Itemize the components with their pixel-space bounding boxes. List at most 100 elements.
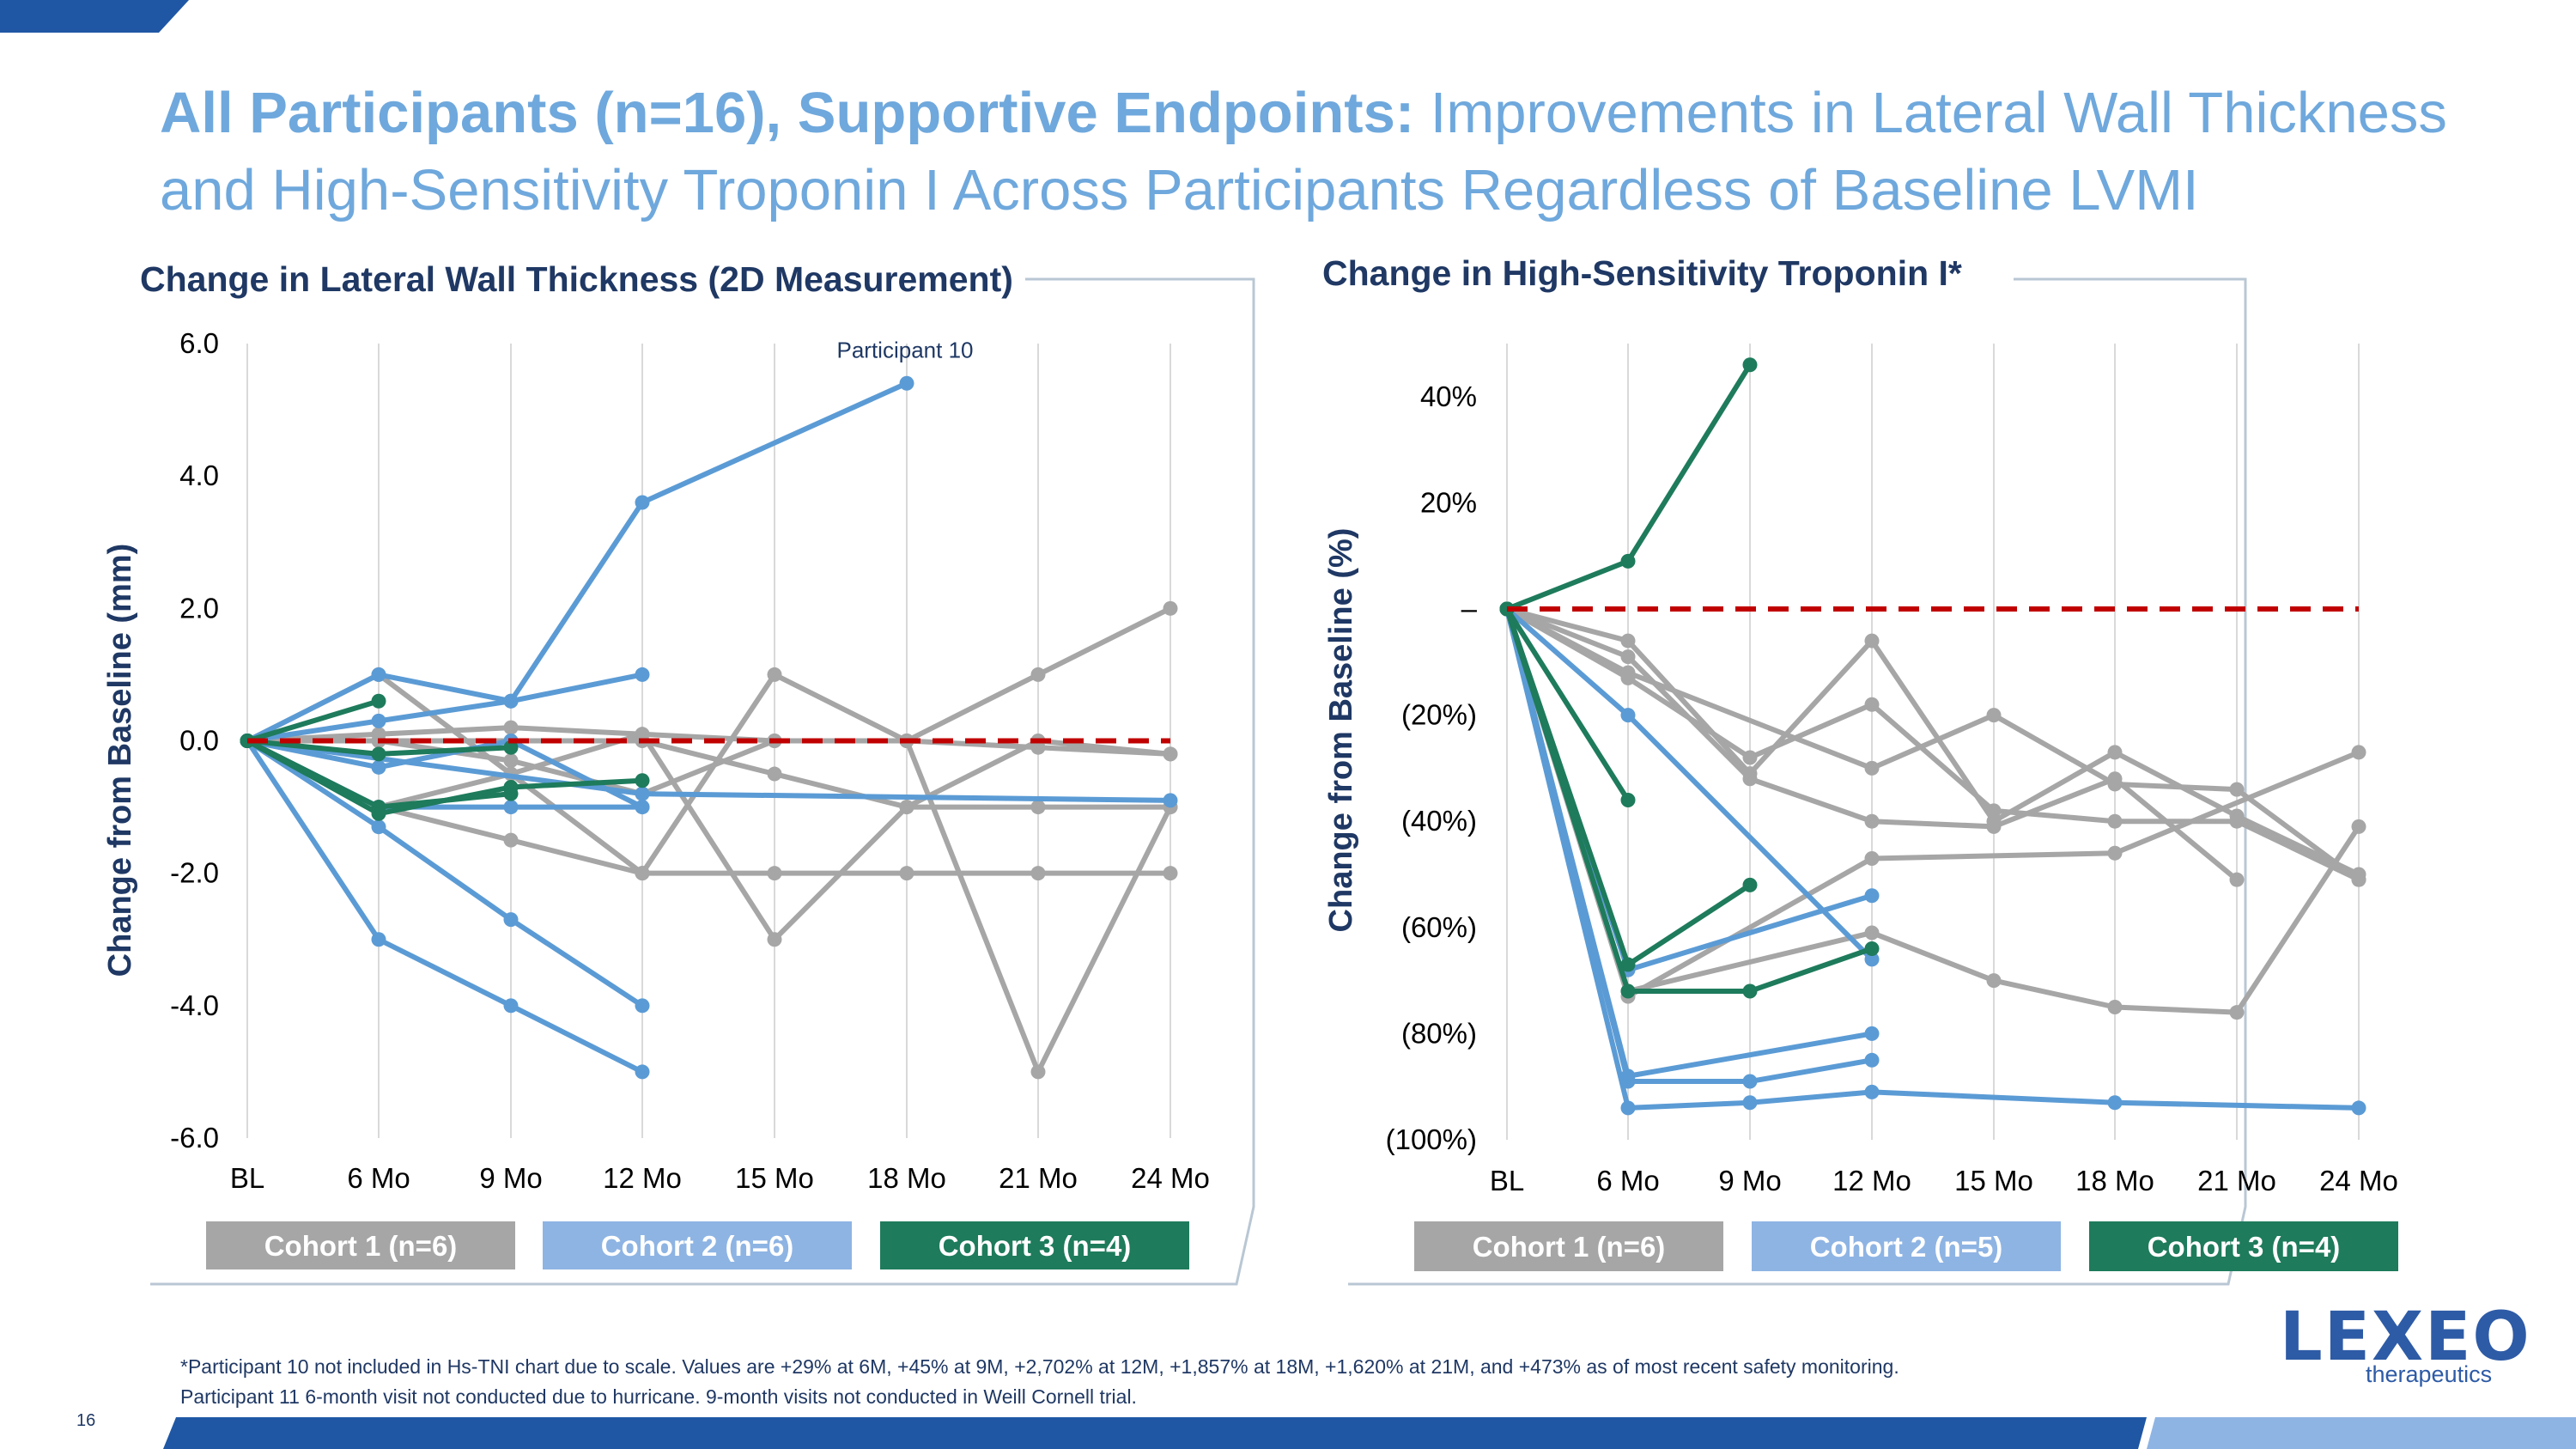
data-point	[503, 912, 519, 928]
x-tick-label: 9 Mo	[1718, 1165, 1781, 1196]
y-tick-label: 2.0	[179, 592, 219, 624]
data-point	[767, 866, 782, 881]
data-point	[2107, 845, 2123, 861]
data-point	[767, 766, 782, 782]
chart-troponin: 40% 20% – (20%) (40%) (60%) (80%) (100%) BL 6 Mo 9…	[1323, 344, 2398, 1271]
data-point	[635, 998, 650, 1014]
data-point	[1742, 877, 1758, 892]
data-point	[503, 832, 519, 848]
page-number: 16	[76, 1411, 96, 1430]
data-point	[1864, 1084, 1880, 1099]
y-tick-label: -6.0	[170, 1122, 219, 1154]
legend-label-cohort-1: Cohort 1 (n=6)	[264, 1230, 458, 1262]
y-tick-label: (20%)	[1401, 699, 1477, 731]
data-point	[1620, 670, 1636, 685]
x-tick-label: 12 Mo	[603, 1162, 682, 1194]
y-axis-label: Change from Baseline (%)	[1323, 528, 1359, 933]
data-point	[1163, 600, 1178, 616]
data-point	[635, 866, 650, 881]
troponin-chart-title: Change in High-Sensitivity Troponin I*	[1322, 253, 1974, 294]
data-point	[1620, 1100, 1636, 1116]
data-point	[1864, 633, 1880, 648]
data-point	[635, 800, 650, 815]
y-tick-label: (40%)	[1401, 805, 1477, 837]
x-tick-label: 24 Mo	[2319, 1165, 2398, 1196]
data-point	[1030, 1064, 1046, 1080]
data-point	[371, 800, 386, 815]
data-point	[2107, 771, 2123, 787]
series-line	[1504, 607, 1631, 802]
slide-title-bold: All Participants (n=16), Supportive Endp…	[160, 81, 1415, 145]
data-point	[371, 746, 386, 762]
x-tick-label: 18 Mo	[867, 1162, 946, 1194]
y-tick-label: –	[1461, 593, 1478, 624]
series-line	[247, 738, 1173, 1075]
legend-label-cohort-3: Cohort 3 (n=4)	[2148, 1231, 2341, 1263]
data-point	[503, 786, 519, 801]
data-point	[635, 495, 650, 510]
series-line	[246, 738, 644, 1008]
x-tick-label: 21 Mo	[2197, 1165, 2276, 1196]
slide-title-rest: Improvements in Lateral Wall Thickness	[1430, 81, 2447, 145]
data-point	[1864, 760, 1880, 776]
series-line	[1505, 606, 2360, 882]
data-point	[1163, 866, 1178, 881]
data-point	[1864, 813, 1880, 829]
series-line	[1506, 606, 2360, 877]
data-point	[1163, 793, 1178, 808]
data-point	[371, 759, 386, 775]
y-tick-label: 0.0	[179, 725, 219, 757]
data-point	[1742, 983, 1758, 999]
data-point	[899, 800, 914, 815]
data-point	[503, 740, 519, 755]
legend-label-cohort-2: Cohort 2 (n=6)	[601, 1230, 794, 1262]
data-point	[1620, 957, 1636, 972]
x-tick-label: 6 Mo	[1596, 1165, 1659, 1196]
legend-swatch-cohort-1	[206, 1221, 515, 1269]
data-point	[371, 667, 386, 682]
data-point	[1986, 803, 2002, 819]
y-tick-label: -4.0	[170, 989, 219, 1021]
data-point	[2107, 1000, 2123, 1014]
data-point	[503, 753, 519, 769]
data-point	[1986, 819, 2002, 834]
data-point	[1030, 800, 1046, 815]
data-point	[2351, 745, 2366, 760]
data-point	[1620, 633, 1636, 648]
series-line	[246, 698, 380, 744]
data-point	[503, 998, 519, 1014]
series-line	[246, 672, 643, 744]
slide-title-line-2: and High-Sensitivity Troponin I Across P…	[160, 158, 2199, 222]
data-point	[1030, 866, 1046, 881]
series-line	[246, 738, 1170, 876]
series-line	[245, 739, 644, 1075]
data-point	[1030, 667, 1046, 682]
bottom-band	[163, 1417, 2576, 1449]
y-tick-label: 6.0	[179, 327, 219, 359]
y-tick-label: 20%	[1420, 486, 1477, 518]
data-point	[2351, 1100, 2366, 1116]
x-tick-label: BL	[230, 1162, 264, 1194]
x-tick-label: 12 Mo	[1832, 1165, 1911, 1196]
data-point	[635, 786, 650, 801]
x-tick-label: 18 Mo	[2075, 1165, 2154, 1196]
x-tick-label: 9 Mo	[479, 1162, 542, 1194]
lexeo-logo: LEXEO	[2280, 1299, 2531, 1376]
data-point	[503, 800, 519, 815]
y-tick-label: 4.0	[179, 460, 219, 491]
data-point	[1163, 746, 1178, 762]
footnote-participant-10: *Participant 10 not included in Hs-TNI c…	[180, 1355, 1899, 1378]
y-tick-label: (100%)	[1386, 1123, 1477, 1155]
data-point	[635, 773, 650, 788]
data-point	[371, 713, 386, 728]
y-axis-label: Change from Baseline (mm)	[102, 544, 138, 977]
data-point	[1742, 357, 1758, 373]
data-point	[1620, 649, 1636, 665]
lwt-chart-title: Change in Lateral Wall Thickness (2D Mea…	[140, 259, 1025, 300]
data-point	[1742, 1074, 1758, 1089]
legend-label-cohort-1: Cohort 1 (n=6)	[1473, 1231, 1666, 1263]
data-point	[503, 720, 519, 735]
series-line	[247, 738, 1171, 810]
data-point	[1864, 925, 1880, 941]
